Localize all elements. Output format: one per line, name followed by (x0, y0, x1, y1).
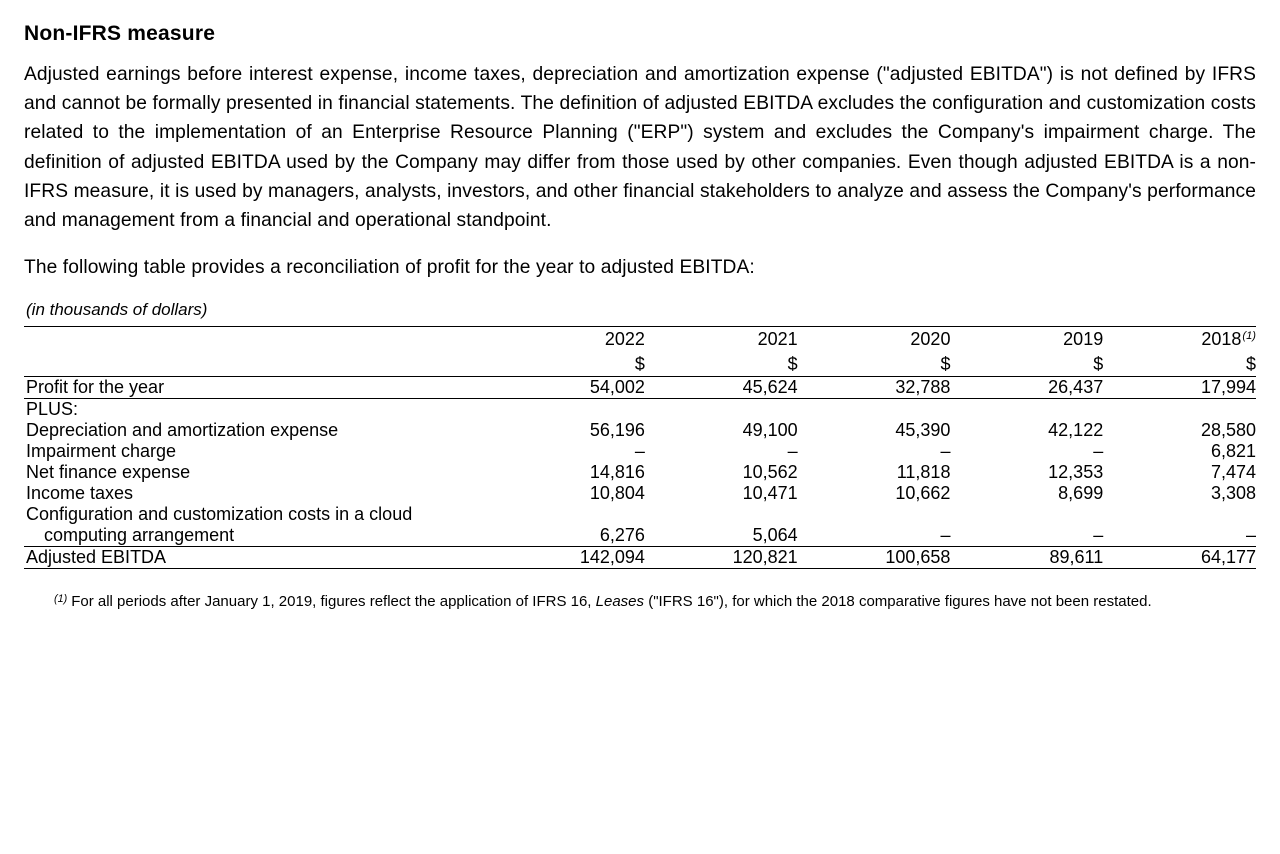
row-income-taxes: Income taxes 10,804 10,471 10,662 8,699 … (24, 483, 1256, 504)
row-config-line1: Configuration and customization costs in… (24, 504, 1256, 525)
row-net-finance: Net finance expense 14,816 10,562 11,818… (24, 462, 1256, 483)
paragraph-intro: Adjusted earnings before interest expens… (24, 60, 1256, 235)
row-impairment: Impairment charge – – – – 6,821 (24, 441, 1256, 462)
col-header-2019: 2019 $ (950, 327, 1103, 377)
section-heading: Non-IFRS measure (24, 22, 1256, 46)
row-depreciation: Depreciation and amortization expense 56… (24, 420, 1256, 441)
table-unit-note: (in thousands of dollars) (24, 300, 1256, 326)
paragraph-lead-in: The following table provides a reconcili… (24, 253, 1256, 282)
footnote-marker: (1) (54, 591, 71, 613)
footnote-text: For all periods after January 1, 2019, f… (71, 591, 1240, 613)
col-header-2022: 2022 $ (492, 327, 645, 377)
row-adjusted-ebitda: Adjusted EBITDA 142,094 120,821 100,658 … (24, 546, 1256, 568)
document-page: Non-IFRS measure Adjusted earnings befor… (0, 0, 1280, 637)
row-plus-label: PLUS: (24, 398, 1256, 420)
footnote: (1) For all periods after January 1, 201… (54, 591, 1256, 613)
col-header-2021: 2021 $ (645, 327, 798, 377)
table-header-row: 2022 $ 2021 $ 2020 $ 2019 $ 2018(1) $ (24, 327, 1256, 377)
reconciliation-table: 2022 $ 2021 $ 2020 $ 2019 $ 2018(1) $ (24, 326, 1256, 569)
col-header-2018: 2018(1) $ (1103, 327, 1256, 377)
row-config-line2: computing arrangement 6,276 5,064 – – – (24, 525, 1256, 547)
row-profit: Profit for the year 54,002 45,624 32,788… (24, 376, 1256, 398)
col-header-2020: 2020 $ (798, 327, 951, 377)
